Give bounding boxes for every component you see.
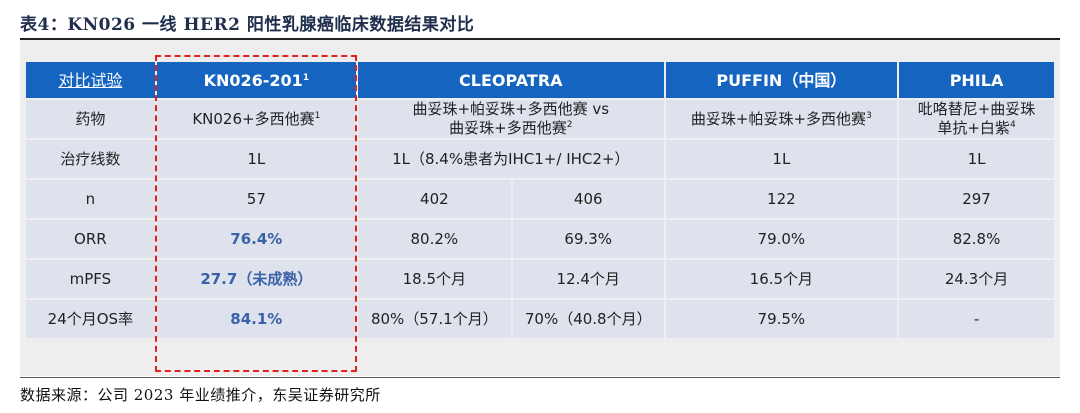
cell-puffin-os24: 79.5% — [665, 300, 898, 338]
header-phila: PHILA — [899, 62, 1054, 98]
header-trial: 对比试验 — [26, 62, 155, 98]
cell-cleopatra-a-os24: 80%（57.1个月） — [357, 300, 511, 338]
cell-cleopatra-a-n: 402 — [357, 180, 511, 218]
cell-phila-mpfs: 24.3个月 — [899, 260, 1054, 298]
cell-puffin-line: 1L — [665, 140, 898, 178]
cell-phila-orr: 82.8% — [899, 220, 1054, 258]
row-label: n — [26, 180, 155, 218]
cell-cleopatra-a-mpfs: 18.5个月 — [357, 260, 511, 298]
cell-kn026-drug: KN026+多西他赛1 — [156, 100, 356, 138]
cell-puffin-n: 122 — [665, 180, 898, 218]
table-row-n: n 57 402 406 122 297 — [26, 180, 1054, 218]
cell-cleopatra-b-os24: 70%（40.8个月） — [512, 300, 664, 338]
header-kn026: KN026-2011 — [156, 62, 356, 98]
table-row-mpfs: mPFS 27.7（未成熟） 18.5个月 12.4个月 16.5个月 24.3… — [26, 260, 1054, 298]
cell-cleopatra-b-mpfs: 12.4个月 — [512, 260, 664, 298]
data-source-note: 数据来源：公司 2023 年业绩推介，东吴证券研究所 — [20, 386, 381, 404]
kn026-highlight-box — [155, 55, 357, 372]
cell-kn026-mpfs: 27.7（未成熟） — [156, 260, 356, 298]
table-row-drug: 药物 KN026+多西他赛1 曲妥珠+帕妥珠+多西他赛 vs 曲妥珠+多西他赛2 … — [26, 100, 1054, 138]
header-puffin: PUFFIN（中国） — [665, 62, 898, 98]
row-label: mPFS — [26, 260, 155, 298]
row-label: ORR — [26, 220, 155, 258]
table-row-os24: 24个月OS率 84.1% 80%（57.1个月） 70%（40.8个月） 79… — [26, 300, 1054, 338]
row-label: 治疗线数 — [26, 140, 155, 178]
cell-cleopatra-a-orr: 80.2% — [357, 220, 511, 258]
cell-phila-n: 297 — [899, 180, 1054, 218]
comparison-table: 对比试验 KN026-2011 CLEOPATRA PUFFIN（中国） PHI… — [24, 60, 1056, 340]
row-label: 24个月OS率 — [26, 300, 155, 338]
cell-cleopatra-line: 1L（8.4%患者为IHC1+/ IHC2+） — [357, 140, 664, 178]
header-row: 对比试验 KN026-2011 CLEOPATRA PUFFIN（中国） PHI… — [26, 62, 1054, 98]
cell-puffin-drug: 曲妥珠+帕妥珠+多西他赛3 — [665, 100, 898, 138]
cell-cleopatra-b-orr: 69.3% — [512, 220, 664, 258]
table-row-line: 治疗线数 1L 1L（8.4%患者为IHC1+/ IHC2+） 1L 1L — [26, 140, 1054, 178]
cell-cleopatra-b-n: 406 — [512, 180, 664, 218]
title-rule — [20, 38, 1060, 40]
cell-kn026-os24: 84.1% — [156, 300, 356, 338]
cell-kn026-n: 57 — [156, 180, 356, 218]
cell-kn026-line: 1L — [156, 140, 356, 178]
cell-phila-drug: 吡咯替尼+曲妥珠 单抗+白紫4 — [899, 100, 1054, 138]
cell-kn026-orr: 76.4% — [156, 220, 356, 258]
header-cleopatra: CLEOPATRA — [357, 62, 664, 98]
cell-puffin-mpfs: 16.5个月 — [665, 260, 898, 298]
cell-phila-line: 1L — [899, 140, 1054, 178]
cell-cleopatra-drug: 曲妥珠+帕妥珠+多西他赛 vs 曲妥珠+多西他赛2 — [357, 100, 664, 138]
source-rule — [20, 377, 1060, 378]
cell-phila-os24: - — [899, 300, 1054, 338]
cell-puffin-orr: 79.0% — [665, 220, 898, 258]
row-label: 药物 — [26, 100, 155, 138]
table-row-orr: ORR 76.4% 80.2% 69.3% 79.0% 82.8% — [26, 220, 1054, 258]
table-title: 表4：KN026 一线 HER2 阳性乳腺癌临床数据结果对比 — [20, 15, 475, 35]
